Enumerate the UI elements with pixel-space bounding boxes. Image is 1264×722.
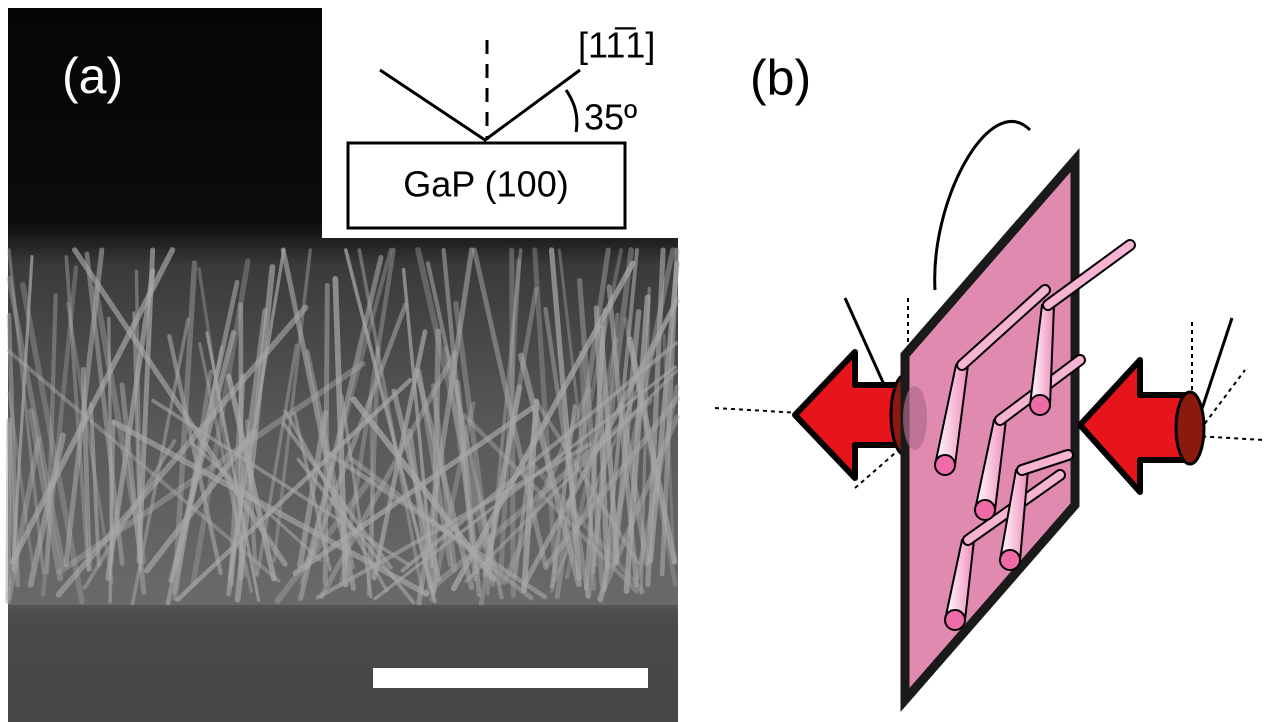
guide-line	[1200, 370, 1245, 430]
beam-end	[1176, 392, 1204, 464]
rod-tip	[975, 500, 995, 520]
panel-label: (a)	[62, 48, 123, 104]
beam-arrow	[795, 352, 900, 478]
figure: (a) GaP (100) [11̅1] 35º (b)	[0, 0, 1264, 722]
angle-label: 35º	[584, 97, 637, 138]
scale-bar	[373, 668, 648, 688]
nanowire	[325, 285, 327, 583]
panel-label: (b)	[750, 50, 811, 106]
substrate	[8, 605, 678, 722]
substrate-label: GaP (100)	[403, 164, 568, 205]
sample-plane	[905, 160, 1075, 700]
rod-tip	[1000, 550, 1020, 570]
rod-tip	[935, 455, 955, 475]
rod-tip	[1030, 395, 1050, 415]
rod-tip	[945, 610, 965, 630]
inset: GaP (100) [11̅1] 35º	[322, 8, 678, 238]
panel-b: (b)	[715, 50, 1264, 700]
direction-label: [11̅1]	[578, 25, 655, 66]
panel-a: (a) GaP (100) [11̅1] 35º	[8, 8, 678, 722]
beam-arrow	[1080, 360, 1190, 492]
beam-spot	[903, 386, 927, 450]
